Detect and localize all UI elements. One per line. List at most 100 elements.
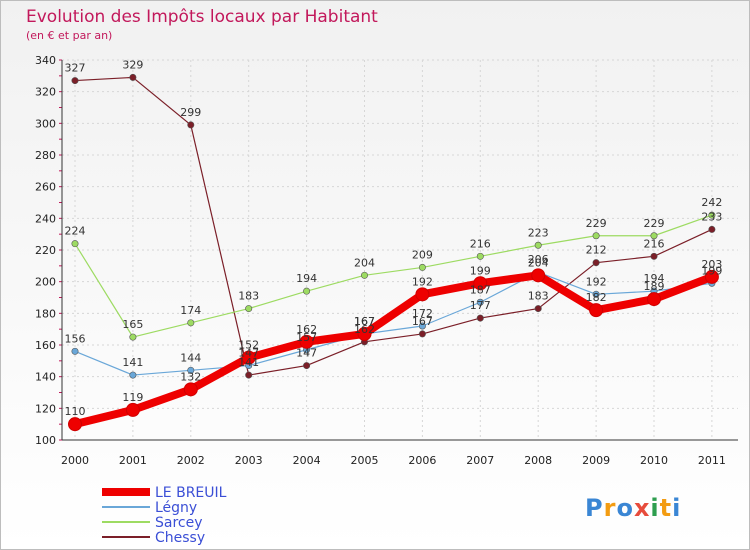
data-label-sarcey: 216 — [470, 237, 491, 250]
data-label-l-gny: 141 — [122, 356, 143, 369]
series-line-l-gny — [74, 271, 713, 376]
chart-subtitle: (en € et par an) — [26, 29, 112, 42]
data-label-le-breuil: 162 — [296, 323, 317, 336]
logo-letter: t — [660, 494, 672, 522]
data-point-le-breuil — [183, 382, 198, 397]
data-label-chessy: 162 — [354, 323, 375, 336]
series-group — [68, 73, 719, 432]
data-point-sarcey — [187, 319, 195, 327]
data-point-le-breuil — [589, 303, 604, 318]
data-point-le-breuil — [68, 417, 82, 432]
x-tick-label: 2011 — [698, 454, 726, 467]
data-label-l-gny: 199 — [701, 264, 722, 277]
data-point-chessy — [476, 314, 484, 322]
data-point-chessy — [650, 252, 658, 260]
proxiti-logo: Proxiti — [585, 494, 681, 522]
x-tick-label: 2005 — [351, 454, 379, 467]
data-point-chessy — [534, 305, 542, 313]
data-point-le-breuil — [473, 276, 488, 291]
data-point-chessy — [129, 73, 137, 81]
data-point-sarcey — [418, 263, 426, 271]
logo-letter: P — [585, 494, 604, 522]
data-point-sarcey — [129, 333, 137, 341]
y-tick-label: 220 — [35, 244, 56, 257]
data-point-le-breuil — [415, 287, 430, 302]
data-label-le-breuil: 192 — [412, 275, 433, 288]
data-label-sarcey: 224 — [65, 225, 86, 238]
data-point-sarcey — [592, 232, 600, 240]
data-point-chessy — [303, 362, 311, 370]
y-tick-label: 100 — [35, 434, 56, 447]
data-label-chessy: 329 — [122, 58, 143, 71]
data-label-sarcey: 229 — [644, 217, 665, 230]
data-point-sarcey — [303, 287, 311, 295]
data-point-l-gny — [129, 371, 137, 379]
data-point-chessy — [71, 77, 79, 85]
data-label-sarcey: 194 — [296, 272, 317, 285]
data-point-chessy — [187, 121, 195, 129]
data-label-chessy: 299 — [180, 106, 201, 119]
x-tick-label: 2008 — [524, 454, 552, 467]
data-label-sarcey: 204 — [354, 256, 375, 269]
data-label-l-gny: 156 — [65, 332, 86, 345]
data-point-sarcey — [360, 271, 368, 279]
data-label-sarcey: 165 — [122, 318, 143, 331]
data-label-sarcey: 229 — [586, 217, 607, 230]
x-tick-label: 2000 — [61, 454, 89, 467]
data-label-sarcey: 223 — [528, 226, 549, 239]
y-tick-label: 180 — [35, 307, 56, 320]
data-label-l-gny: 172 — [412, 307, 433, 320]
x-tick-label: 2003 — [235, 454, 263, 467]
data-point-le-breuil — [125, 402, 140, 417]
chart-title: Evolution des Impôts locaux par Habitant — [26, 7, 378, 27]
data-label-chessy: 183 — [528, 290, 549, 303]
series-line-sarcey — [74, 214, 713, 338]
data-label-sarcey: 183 — [238, 290, 259, 303]
data-label-le-breuil: 204 — [528, 256, 549, 269]
data-label-l-gny: 144 — [180, 351, 201, 364]
data-label-le-breuil: 152 — [238, 339, 259, 352]
data-point-le-breuil — [357, 326, 372, 341]
data-label-le-breuil: 182 — [586, 291, 607, 304]
data-point-l-gny — [71, 347, 79, 355]
data-label-le-breuil: 203 — [701, 258, 722, 271]
data-label-chessy: 216 — [644, 237, 665, 250]
x-tick-label: 2001 — [119, 454, 147, 467]
y-tick-label: 160 — [35, 339, 56, 352]
data-label-le-breuil: 167 — [354, 315, 375, 328]
x-tick-label: 2006 — [408, 454, 436, 467]
data-point-le-breuil — [241, 350, 256, 365]
data-point-le-breuil — [531, 268, 546, 283]
data-point-sarcey — [71, 240, 79, 248]
grid — [62, 59, 738, 441]
data-point-chessy — [245, 371, 253, 379]
data-point-l-gny — [592, 290, 600, 298]
x-tick-label: 2010 — [640, 454, 668, 467]
y-tick-label: 280 — [35, 149, 56, 162]
logo-letter: x — [634, 494, 650, 522]
y-tick-label: 240 — [35, 212, 56, 225]
data-label-chessy: 141 — [238, 356, 259, 369]
y-tick-label: 320 — [35, 86, 56, 99]
data-label-chessy: 147 — [296, 347, 317, 360]
y-tick-label: 260 — [35, 181, 56, 194]
data-point-sarcey — [534, 241, 542, 249]
data-label-l-gny: 194 — [644, 272, 665, 285]
data-label-l-gny: 167 — [354, 315, 375, 328]
data-label-l-gny: 192 — [586, 275, 607, 288]
logo-letter: i — [672, 494, 681, 522]
x-tick-label: 2007 — [466, 454, 494, 467]
y-tick-label: 140 — [35, 371, 56, 384]
axes: 100 120 140 160 180 200 220 240 260 280 300 320 340 2… — [35, 54, 738, 467]
data-point-le-breuil — [647, 292, 661, 307]
data-label-chessy: 212 — [586, 244, 607, 257]
data-label-sarcey: 209 — [412, 248, 433, 261]
x-tick-label: 2002 — [177, 454, 205, 467]
series-line-chessy — [74, 76, 713, 376]
series-line-le-breuil — [71, 271, 716, 429]
data-label-chessy: 233 — [701, 210, 722, 223]
legend-label-l-gny: Légny — [155, 500, 197, 516]
legend-label-le-breuil: LE BREUIL — [155, 485, 227, 501]
